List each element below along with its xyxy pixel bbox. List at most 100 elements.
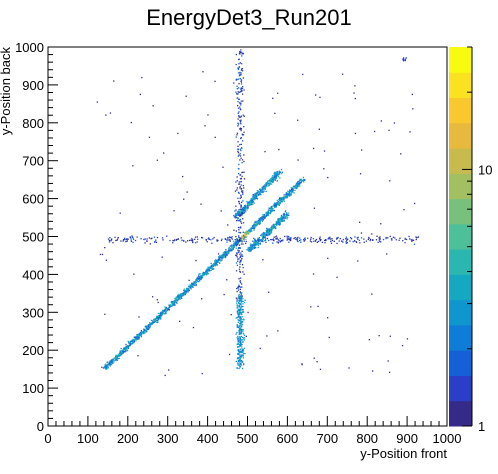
heatmap-cell — [238, 87, 240, 89]
heatmap-cell — [293, 192, 295, 194]
heatmap-cell — [239, 366, 241, 368]
heatmap-cell — [269, 207, 272, 210]
heatmap-cell — [271, 208, 273, 210]
heatmap-cell — [371, 233, 373, 235]
heatmap-cell — [284, 196, 286, 198]
heatmap-cell — [178, 297, 180, 299]
heatmap-cell — [201, 273, 203, 275]
heatmap-cell — [237, 316, 239, 318]
heatmap-cell — [417, 236, 419, 238]
heatmap-cell — [149, 325, 151, 327]
heatmap-cell — [239, 261, 241, 263]
heatmap-cell — [277, 173, 279, 175]
heatmap-cell — [238, 173, 240, 175]
heatmap-cell — [237, 341, 239, 343]
heatmap-cell — [260, 191, 263, 193]
heatmap-cell — [264, 184, 267, 187]
heatmap-cell — [209, 267, 211, 269]
heatmap-cell — [261, 216, 263, 218]
heatmap-cell — [276, 199, 278, 202]
heatmap-cell — [295, 186, 297, 188]
heatmap-cell — [310, 236, 312, 239]
heatmap-cell — [272, 181, 274, 184]
heatmap-cell — [187, 285, 190, 287]
heatmap-cell — [135, 337, 137, 339]
heatmap-cell — [132, 342, 134, 344]
heatmap-cell — [237, 148, 240, 151]
plot-frame — [47, 46, 448, 427]
color-scale-step — [449, 274, 472, 301]
heatmap-cell — [238, 354, 241, 356]
heatmap-cell — [183, 240, 185, 242]
color-scale-step — [449, 299, 472, 326]
heatmap-cell — [268, 228, 270, 231]
heatmap-cell — [264, 239, 267, 241]
heatmap-cell — [124, 351, 126, 353]
heatmap-cell — [285, 216, 287, 218]
heatmap-cell — [260, 235, 263, 237]
heatmap-cell — [161, 256, 163, 258]
heatmap-cell — [237, 335, 239, 338]
heatmap-cell — [281, 220, 283, 223]
heatmap-cell — [198, 273, 200, 275]
heatmap-cell — [271, 183, 273, 185]
heatmap-cell — [323, 150, 326, 152]
y-tick-label: 1000 — [15, 40, 44, 55]
heatmap-cell — [252, 196, 254, 198]
heatmap-cell — [239, 232, 242, 234]
heatmap-cell — [239, 256, 241, 259]
heatmap-cell — [238, 75, 241, 77]
heatmap-cell — [327, 317, 329, 319]
heatmap-cell — [155, 318, 157, 320]
heatmap-cell — [241, 329, 243, 331]
heatmap-cell — [391, 239, 393, 241]
heatmap-cell — [241, 258, 243, 260]
heatmap-cell — [295, 187, 297, 189]
heatmap-cell — [285, 196, 287, 198]
color-scale-step — [449, 47, 472, 73]
heatmap-cell — [275, 204, 277, 206]
heatmap-cell — [416, 237, 418, 239]
heatmap-cell — [270, 208, 272, 210]
heatmap-cell — [240, 362, 242, 364]
heatmap-cell — [126, 350, 129, 352]
heatmap-cell — [185, 241, 187, 243]
heatmap-cell — [237, 112, 239, 114]
heatmap-cell — [184, 293, 186, 296]
heatmap-cell — [238, 299, 240, 301]
heatmap-cell — [257, 191, 259, 193]
heatmap-cell — [275, 175, 277, 177]
heatmap-cell — [241, 339, 243, 341]
heatmap-cell — [242, 243, 244, 245]
heatmap-cell — [176, 295, 179, 297]
heatmap-cell — [284, 197, 287, 199]
heatmap-cell — [240, 286, 242, 288]
heatmap-cell — [266, 214, 268, 216]
heatmap-cell — [241, 147, 243, 149]
heatmap-cell — [199, 278, 201, 281]
heatmap-cell — [107, 363, 109, 365]
heatmap-cell — [239, 320, 241, 322]
heatmap-cell — [214, 259, 217, 261]
heatmap-cell — [240, 332, 243, 335]
heatmap-cell — [238, 301, 240, 303]
heatmap-cell — [126, 240, 128, 242]
heatmap-cell — [230, 237, 232, 239]
heatmap-cell — [201, 372, 203, 375]
heatmap-cell — [194, 242, 197, 244]
heatmap-cell — [206, 271, 208, 273]
heatmap-cell — [238, 211, 240, 213]
heatmap-cell — [144, 242, 146, 244]
heatmap-cell — [239, 71, 241, 74]
heatmap-cell — [187, 291, 189, 293]
heatmap-cell — [243, 160, 245, 163]
heatmap-cell — [338, 240, 340, 242]
heatmap-cell — [236, 317, 238, 319]
heatmap-cell — [173, 302, 175, 304]
heatmap-cell — [269, 182, 271, 184]
heatmap-cell — [220, 210, 222, 212]
heatmap-cell — [328, 237, 330, 239]
heatmap-cell — [285, 195, 287, 197]
heatmap-cell — [409, 131, 411, 133]
heatmap-cell — [253, 237, 255, 240]
